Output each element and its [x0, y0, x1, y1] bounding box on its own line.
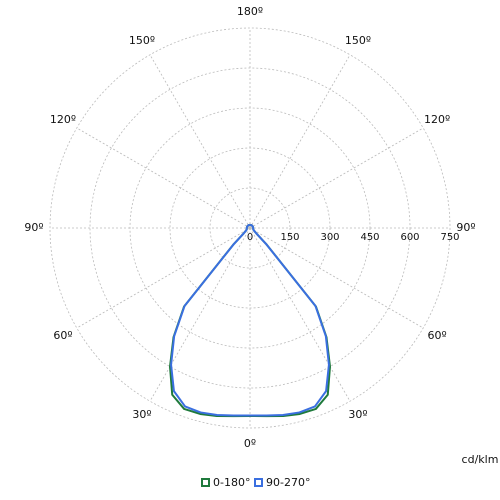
angle-label: 30º — [132, 408, 151, 421]
grid-spoke — [249, 54, 351, 229]
series-line — [249, 223, 330, 417]
r-tick-label: 150 — [280, 232, 299, 243]
angle-label: 30º — [348, 408, 367, 421]
grid-spoke — [249, 227, 424, 329]
grid-spoke — [149, 54, 251, 229]
series-line — [170, 223, 251, 417]
r-tick-label: 450 — [360, 232, 379, 243]
angle-label: 150º — [129, 34, 155, 47]
grid-spoke — [76, 127, 251, 229]
legend-swatch — [254, 478, 263, 487]
angle-label: 120º — [50, 113, 76, 126]
grid-spoke — [249, 127, 424, 229]
series-line — [249, 223, 331, 418]
r-tick-label: 0 — [247, 232, 253, 243]
angle-label: 60º — [427, 329, 446, 342]
angle-label: 180º — [237, 5, 263, 18]
grid-spoke — [249, 227, 351, 402]
r-tick-label: 300 — [320, 232, 339, 243]
angle-label: 120º — [424, 113, 450, 126]
grid-circle — [49, 27, 451, 429]
unit-label: cd/klm — [462, 453, 499, 466]
angle-label: 90º — [24, 221, 43, 234]
r-tick-label: 600 — [400, 232, 419, 243]
series-line — [169, 223, 251, 418]
angle-label: 0º — [244, 437, 256, 450]
legend-label: 90-270° — [266, 476, 310, 489]
r-tick-label: 750 — [440, 232, 459, 243]
legend-item: 0-180° — [201, 476, 250, 489]
legend-label: 0-180° — [213, 476, 250, 489]
legend-swatch — [201, 478, 210, 487]
grid-spoke — [149, 227, 251, 402]
legend-item: 90-270° — [254, 476, 310, 489]
grid-spoke — [76, 227, 251, 329]
angle-label: 60º — [53, 329, 72, 342]
angle-label: 150º — [345, 34, 371, 47]
angle-label: 90º — [456, 221, 475, 234]
